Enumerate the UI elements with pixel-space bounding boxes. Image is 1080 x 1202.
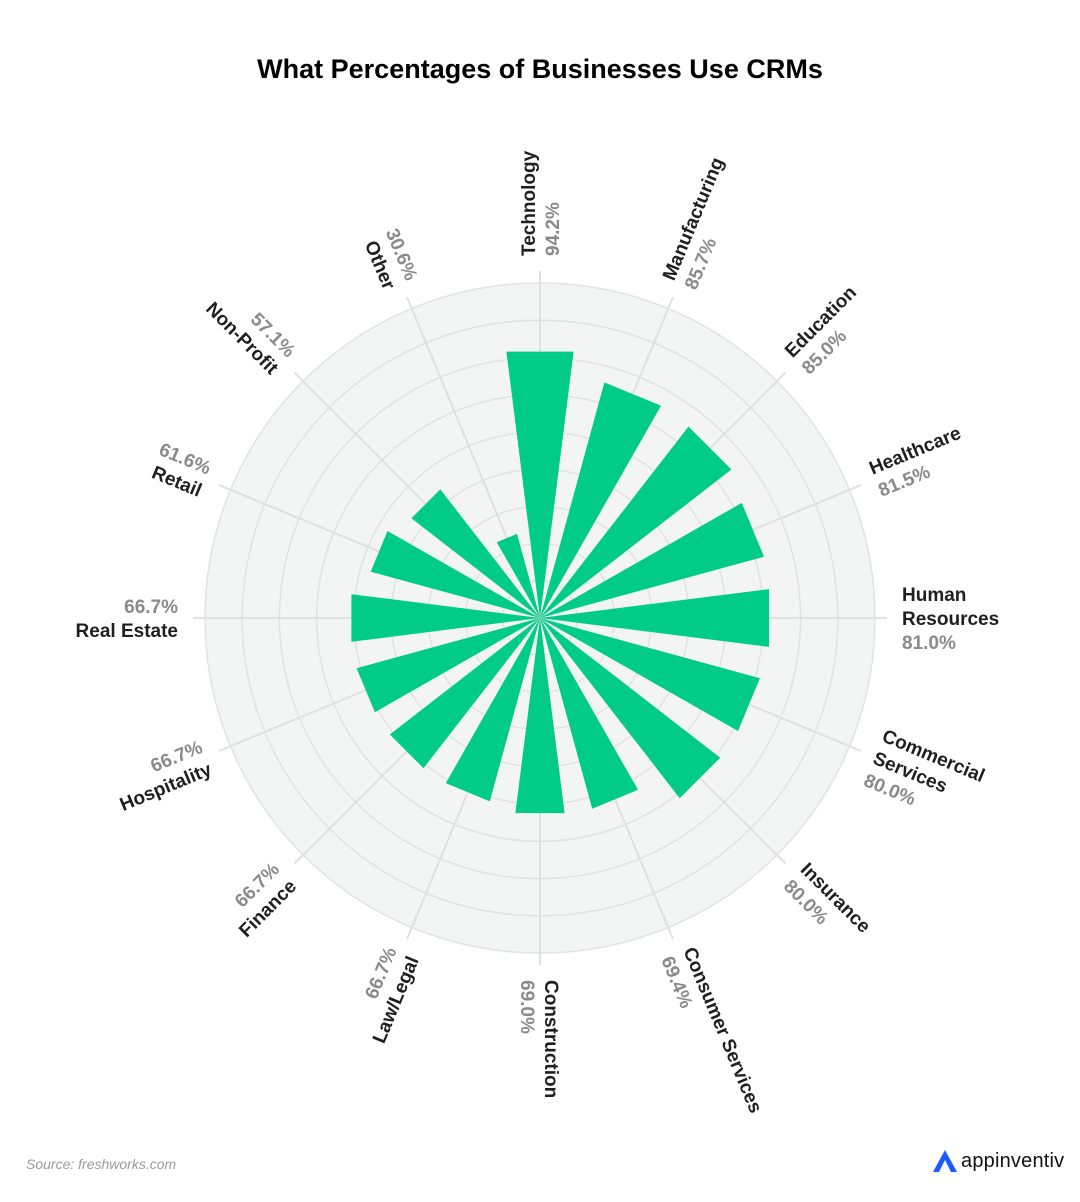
chart-bar: [540, 382, 661, 618]
category-label-group: 66.7%Hospitality: [117, 737, 215, 816]
chart-bar: [370, 531, 540, 618]
category-label: Real Estate: [76, 621, 178, 642]
value-label: 94.2%: [543, 202, 564, 256]
category-label: Resources: [902, 609, 999, 630]
brand-name: appinventiv: [961, 1149, 1065, 1172]
chart-bar: [540, 618, 638, 809]
chart-bar: [515, 618, 565, 814]
category-label-group: 57.1%Non-Profit: [201, 298, 299, 379]
category-label-group: 66.7%Finance: [231, 859, 301, 942]
category-label-group: 30.6%Other: [360, 226, 421, 294]
value-label: 81.0%: [902, 633, 956, 654]
category-label-group: 66.7% Real Estate: [76, 597, 179, 642]
chart-bar: [540, 589, 769, 647]
category-label-group: 66.7%Law/Legal: [361, 944, 423, 1046]
chart-bar: [411, 489, 540, 618]
chart-bar: [389, 618, 540, 769]
chart-bar: [506, 351, 574, 618]
chart-bars: [351, 351, 769, 814]
appinventiv-logo-icon: [933, 1150, 957, 1172]
brand-logo: appinventiv: [932, 1148, 1064, 1174]
source-note: Source: freshworks.com: [26, 1156, 177, 1172]
chart-bar: [540, 502, 764, 618]
category-label: Construction: [540, 980, 561, 1098]
chart-bar: [540, 618, 760, 731]
chart-bar: [356, 618, 540, 713]
chart-bar: [351, 594, 540, 642]
category-label: Consumer Services: [679, 944, 766, 1116]
chart-bar: [445, 618, 540, 802]
value-label: 69.0%: [516, 980, 537, 1034]
chart-bar: [540, 426, 732, 618]
value-label: 66.7%: [124, 597, 178, 618]
category-label: Technology: [519, 150, 540, 256]
chart-title: What Percentages of Businesses Use CRMs: [257, 54, 823, 84]
category-label-group: 61.6%Retail: [149, 439, 214, 501]
chart-bar: [496, 533, 540, 618]
chart-bar: [540, 618, 721, 799]
category-label-group: Human Resources 81.0%: [902, 585, 999, 654]
category-label: Human: [902, 585, 966, 606]
category-label-group: Technology 94.2%: [519, 150, 564, 256]
